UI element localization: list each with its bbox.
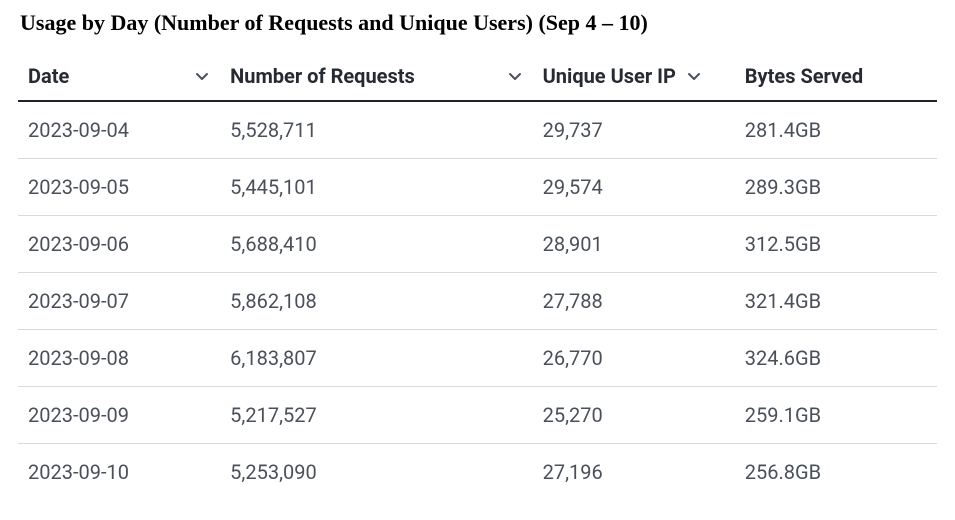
cell-requests: 5,445,101 (220, 159, 532, 216)
table-row: 2023-09-07 5,862,108 27,788 321.4GB (18, 273, 937, 330)
chevron-down-icon (507, 68, 523, 84)
col-header-date[interactable]: Date (18, 54, 220, 101)
page-title: Usage by Day (Number of Requests and Uni… (20, 10, 937, 36)
cell-bytes: 259.1GB (735, 387, 937, 444)
cell-unique-ip: 27,788 (533, 273, 735, 330)
col-header-label: Number of Requests (230, 64, 415, 88)
cell-bytes: 281.4GB (735, 101, 937, 159)
cell-date: 2023-09-05 (18, 159, 220, 216)
chevron-down-icon (194, 68, 210, 84)
cell-date: 2023-09-10 (18, 444, 220, 501)
col-header-label: Bytes Served (745, 64, 863, 88)
cell-unique-ip: 29,574 (533, 159, 735, 216)
col-header-unique-ip[interactable]: Unique User IP (533, 54, 735, 101)
cell-unique-ip: 27,196 (533, 444, 735, 501)
cell-bytes: 324.6GB (735, 330, 937, 387)
usage-table: Date Number of Requests (18, 54, 937, 500)
cell-unique-ip: 26,770 (533, 330, 735, 387)
col-header-label: Date (28, 64, 69, 88)
cell-bytes: 289.3GB (735, 159, 937, 216)
table-header-row: Date Number of Requests (18, 54, 937, 101)
cell-requests: 5,217,527 (220, 387, 532, 444)
cell-date: 2023-09-09 (18, 387, 220, 444)
cell-date: 2023-09-07 (18, 273, 220, 330)
col-header-label: Unique User IP (543, 64, 676, 88)
table-row: 2023-09-06 5,688,410 28,901 312.5GB (18, 216, 937, 273)
cell-unique-ip: 28,901 (533, 216, 735, 273)
cell-unique-ip: 29,737 (533, 101, 735, 159)
cell-bytes: 256.8GB (735, 444, 937, 501)
cell-unique-ip: 25,270 (533, 387, 735, 444)
cell-date: 2023-09-06 (18, 216, 220, 273)
cell-requests: 5,688,410 (220, 216, 532, 273)
table-row: 2023-09-09 5,217,527 25,270 259.1GB (18, 387, 937, 444)
cell-bytes: 312.5GB (735, 216, 937, 273)
table-row: 2023-09-08 6,183,807 26,770 324.6GB (18, 330, 937, 387)
chevron-down-icon (686, 68, 702, 84)
cell-requests: 5,253,090 (220, 444, 532, 501)
table-row: 2023-09-04 5,528,711 29,737 281.4GB (18, 101, 937, 159)
cell-requests: 5,862,108 (220, 273, 532, 330)
cell-date: 2023-09-04 (18, 101, 220, 159)
table-row: 2023-09-10 5,253,090 27,196 256.8GB (18, 444, 937, 501)
col-header-bytes[interactable]: Bytes Served (735, 54, 937, 101)
cell-requests: 6,183,807 (220, 330, 532, 387)
col-header-requests[interactable]: Number of Requests (220, 54, 532, 101)
cell-requests: 5,528,711 (220, 101, 532, 159)
cell-bytes: 321.4GB (735, 273, 937, 330)
cell-date: 2023-09-08 (18, 330, 220, 387)
table-row: 2023-09-05 5,445,101 29,574 289.3GB (18, 159, 937, 216)
